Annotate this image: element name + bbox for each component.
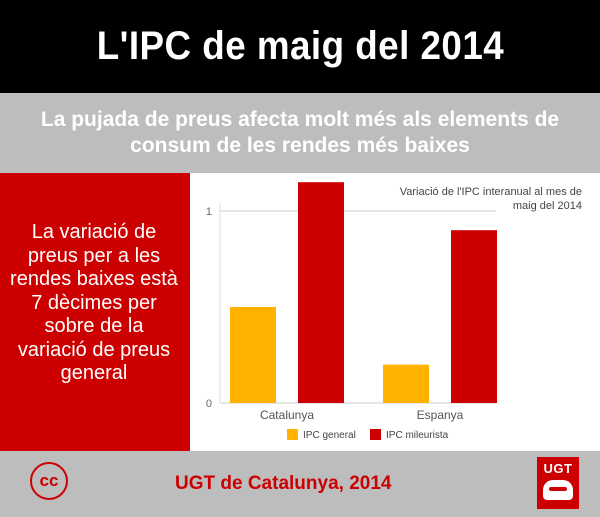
header-banner: L'IPC de maig del 2014 [0,0,600,93]
page-title: L'IPC de maig del 2014 [96,24,504,68]
chart-title-line: maig del 2014 [513,200,582,212]
legend-swatch-0 [287,429,298,440]
chart-title-line: Variació de l'IPC interanual al mes de [400,186,582,198]
subtitle-text: La pujada de preus afecta molt més als e… [40,108,560,157]
x-tick-label: Catalunya [260,408,314,422]
creative-commons-icon: cc [30,462,68,500]
logo-text: UGT [543,461,573,476]
legend-label-1: IPC mileurista [386,430,449,441]
subtitle-banner: La pujada de preus afecta molt més als e… [0,93,600,173]
bar-espanya-mileurista [451,230,497,403]
footer [0,451,600,517]
x-tick-label: Espanya [417,408,464,422]
ugt-logo: UGT [537,457,579,509]
bar-catalunya-general [230,307,276,403]
bar-espanya-general [383,364,429,403]
credit-text: UGT de Catalunya, 2014 [175,473,392,494]
handshake-icon [543,480,573,500]
legend-label-0: IPC general [303,430,356,441]
bar-chart: 0 1 Catalunya Espanya Variació de l'IPC inte… [206,182,582,441]
bar-catalunya-mileurista [298,182,344,403]
legend-swatch-1 [370,429,381,440]
chart-area: 0 1 Catalunya Espanya Variació de l'IPC inte… [190,173,600,451]
info-text: La variació de preus per a les rendes ba… [10,221,178,384]
info-panel: La variació de preus per a les rendes ba… [0,173,190,451]
y-tick-label: 0 [206,398,212,410]
y-tick-label: 1 [206,206,212,218]
